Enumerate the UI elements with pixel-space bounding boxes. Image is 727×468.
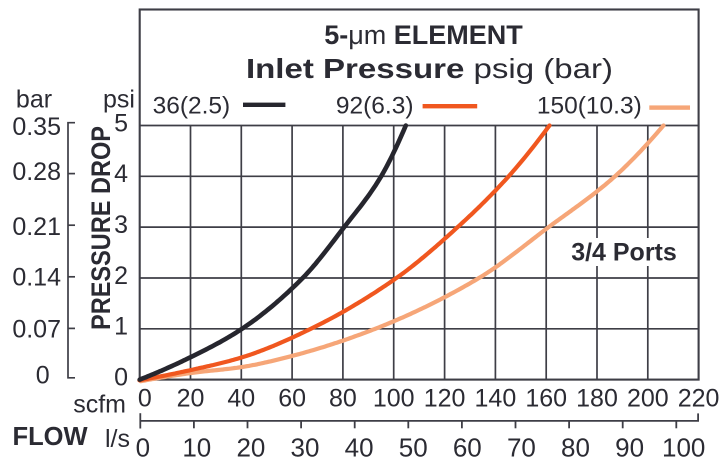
svg-text:30: 30 — [291, 433, 320, 463]
svg-text:3: 3 — [114, 211, 128, 239]
svg-text:140: 140 — [475, 385, 517, 413]
svg-text:1: 1 — [114, 313, 128, 341]
svg-text:0.14: 0.14 — [12, 264, 61, 292]
svg-text:5-μm ELEMENT: 5-μm ELEMENT — [324, 20, 523, 50]
svg-text:92(6.3): 92(6.3) — [336, 93, 414, 120]
svg-text:80: 80 — [561, 433, 590, 463]
svg-text:220: 220 — [678, 385, 720, 413]
svg-text:5: 5 — [114, 109, 128, 137]
svg-text:100: 100 — [373, 385, 415, 413]
svg-text:0.28: 0.28 — [12, 158, 61, 186]
svg-text:10: 10 — [182, 433, 211, 463]
svg-text:60: 60 — [278, 385, 306, 413]
svg-text:40: 40 — [227, 385, 255, 413]
svg-text:2: 2 — [114, 262, 128, 290]
svg-text:3/4 Ports: 3/4 Ports — [571, 239, 677, 267]
svg-text:0.07: 0.07 — [12, 316, 61, 344]
svg-text:90: 90 — [615, 433, 644, 463]
svg-text:scfm: scfm — [73, 391, 126, 419]
svg-text:80: 80 — [329, 385, 357, 413]
svg-text:60: 60 — [453, 433, 482, 463]
svg-text:20: 20 — [236, 433, 265, 463]
svg-text:0: 0 — [36, 362, 50, 390]
svg-text:FLOW: FLOW — [13, 423, 89, 451]
svg-text:180: 180 — [576, 385, 618, 413]
svg-text:50: 50 — [399, 433, 428, 463]
svg-text:psi: psi — [103, 85, 135, 113]
svg-text:100: 100 — [662, 433, 705, 463]
svg-text:0: 0 — [138, 385, 152, 413]
svg-text:l/s: l/s — [105, 425, 130, 453]
svg-text:70: 70 — [507, 433, 536, 463]
svg-text:bar: bar — [16, 85, 52, 113]
svg-text:0.21: 0.21 — [12, 213, 61, 241]
svg-text:160: 160 — [525, 385, 567, 413]
svg-text:120: 120 — [424, 385, 466, 413]
svg-text:200: 200 — [627, 385, 669, 413]
svg-text:20: 20 — [177, 385, 205, 413]
svg-text:36(2.5): 36(2.5) — [153, 93, 231, 120]
svg-text:0: 0 — [136, 433, 150, 463]
svg-text:4: 4 — [114, 160, 128, 188]
svg-text:0.35: 0.35 — [12, 113, 61, 141]
svg-text:40: 40 — [345, 433, 374, 463]
svg-text:150(10.3): 150(10.3) — [537, 93, 642, 120]
svg-text:PRESSURE DROP: PRESSURE DROP — [86, 126, 116, 330]
svg-text:0: 0 — [114, 363, 128, 391]
svg-text:Inlet Pressure psig (bar): Inlet Pressure psig (bar) — [246, 53, 613, 84]
